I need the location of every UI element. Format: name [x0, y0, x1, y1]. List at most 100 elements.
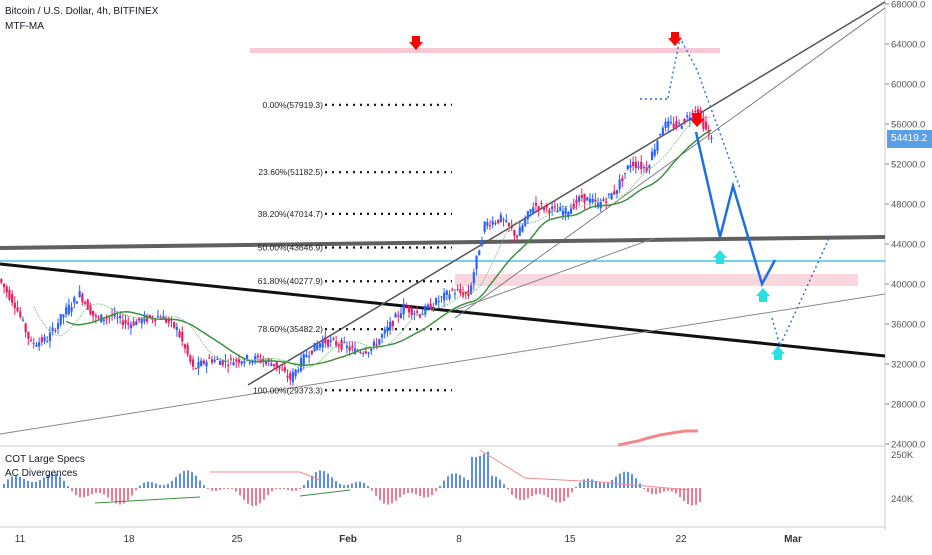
- candle-body: [524, 219, 527, 226]
- candle-body: [89, 305, 92, 315]
- subpane-bar: [459, 474, 461, 488]
- candle-body: [191, 359, 195, 367]
- candle-body: [359, 351, 362, 353]
- candle-body: [316, 344, 319, 350]
- subpane-bar: [287, 488, 289, 491]
- subpane-bar: [35, 481, 37, 488]
- sell-arrow-icon: [690, 113, 704, 127]
- candle-body: [29, 339, 33, 341]
- candle-body: [370, 348, 373, 351]
- y-tick-label: 56000.0: [891, 120, 925, 131]
- candle-body: [607, 193, 610, 195]
- long-support-trendline: [0, 293, 886, 435]
- subpane-bar: [543, 488, 545, 496]
- candle-body: [559, 207, 562, 211]
- x-tick-label: Feb: [339, 534, 357, 545]
- descending-trendline: [0, 262, 886, 358]
- subpane-bar: [331, 477, 333, 488]
- candle-body: [532, 207, 535, 214]
- candle-body: [405, 307, 408, 309]
- candle-body: [661, 127, 664, 136]
- x-tick-label: 11: [15, 534, 26, 545]
- candle-body: [243, 361, 246, 363]
- candle-body: [483, 221, 486, 232]
- candle-body: [256, 355, 259, 358]
- candle-body: [335, 341, 338, 346]
- candle-body: [702, 116, 705, 129]
- indicator-label: MTF-MA: [5, 21, 44, 32]
- candle-body: [461, 292, 465, 297]
- candle-body: [478, 250, 481, 256]
- candle-body: [332, 338, 335, 340]
- fib-level-label: 38.20%(47014.7): [258, 209, 323, 219]
- candle-body: [572, 203, 575, 209]
- uptrend-line-steep: [454, 7, 886, 319]
- subpane-bar: [299, 488, 301, 489]
- candle-body: [642, 166, 646, 168]
- candle-body: [240, 361, 243, 364]
- subpane-bar: [171, 480, 173, 488]
- subpane-bar: [679, 488, 681, 498]
- candle-body: [488, 225, 492, 227]
- candle-body: [383, 328, 386, 334]
- candle-body: [213, 359, 216, 362]
- subpane-bar: [375, 488, 377, 496]
- candle-body: [75, 301, 79, 304]
- subpane-bar: [227, 488, 229, 489]
- candle-body: [515, 235, 519, 238]
- subpane-bar: [123, 488, 125, 504]
- subpane-bar: [387, 488, 389, 505]
- subpane-bar: [603, 483, 605, 488]
- subpane-bar: [43, 477, 45, 488]
- candle-body: [416, 311, 419, 313]
- subpane-bar: [219, 488, 221, 490]
- subpane-bar: [203, 485, 205, 488]
- subpane-bar: [575, 486, 577, 488]
- subpane-bar: [499, 479, 501, 488]
- candle-body: [669, 122, 673, 124]
- subpane-bar: [315, 472, 317, 488]
- candle-body: [421, 314, 424, 316]
- subpane-bar: [503, 484, 505, 488]
- subpane-bar: [551, 488, 553, 501]
- candle-body: [127, 322, 130, 325]
- candle-body: [154, 319, 157, 322]
- subpane-bar: [343, 485, 345, 488]
- candle-body: [588, 198, 592, 203]
- subpane-bar: [427, 488, 429, 498]
- subpane-bar: [151, 482, 153, 488]
- subpane-bar: [215, 488, 217, 491]
- subpane-bar: [271, 488, 273, 492]
- subpane-bar: [155, 483, 157, 488]
- candle-body: [529, 209, 532, 213]
- subpane-bar: [411, 488, 413, 493]
- candle-body: [367, 352, 370, 354]
- candle-body: [56, 323, 60, 330]
- candle-body: [46, 341, 49, 343]
- subpane-bar: [487, 451, 489, 488]
- candle-body: [178, 331, 181, 337]
- candle-body: [21, 319, 25, 321]
- candle-body: [548, 209, 551, 214]
- candle-body: [507, 222, 511, 226]
- candle-body: [11, 294, 14, 303]
- subpane-bar: [295, 488, 297, 491]
- candle-body: [351, 345, 354, 348]
- subpane-bar: [167, 483, 169, 488]
- candle-body: [402, 303, 405, 315]
- subpane-bar: [355, 482, 357, 488]
- candle-body: [73, 297, 76, 303]
- subpane-bar: [23, 478, 25, 488]
- subpane-bar: [311, 475, 313, 488]
- subpane-bar: [651, 488, 653, 495]
- candle-body: [289, 373, 292, 380]
- candle-body: [694, 110, 697, 112]
- subpane-bar: [263, 488, 265, 500]
- candle-body: [626, 165, 629, 169]
- candle-body: [704, 121, 708, 130]
- candle-body: [656, 140, 659, 151]
- subpane-bar: [67, 486, 69, 488]
- candle-body: [102, 319, 106, 321]
